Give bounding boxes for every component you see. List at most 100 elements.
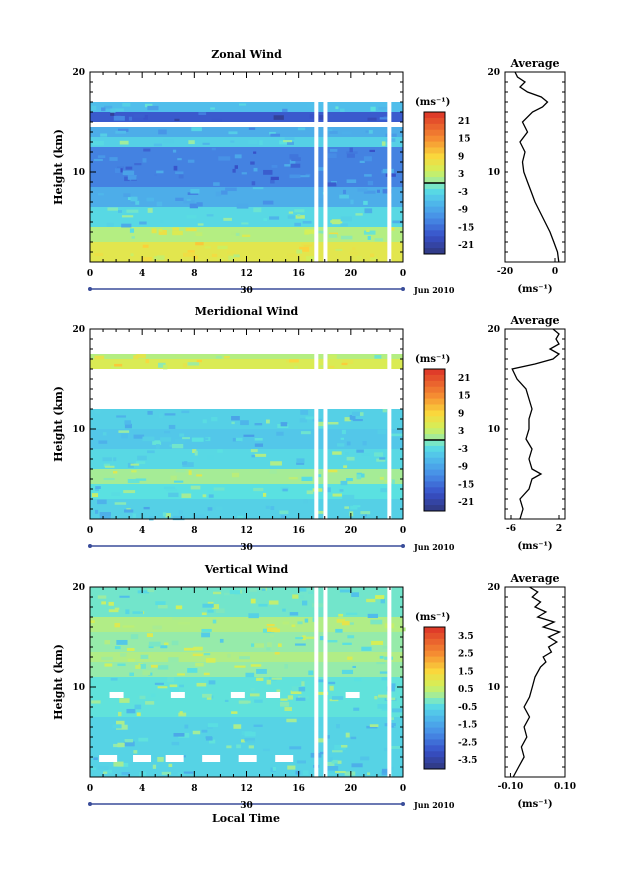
- x-tick-label: 16: [292, 269, 305, 279]
- date-month-label: Jun 2010: [413, 285, 455, 295]
- average-y-tick-label: 20: [487, 68, 500, 78]
- colorbar-tick-label: 0.5: [458, 685, 474, 695]
- colorbar-tick-label: -21: [458, 498, 474, 508]
- x-tick-label: 20: [345, 269, 358, 279]
- x-tick-label: 4: [139, 526, 145, 536]
- average-panel: Average 10 20 -20 0(ms⁻¹): [487, 57, 566, 295]
- heatmap-texture: [91, 354, 403, 521]
- colorbar-tick-label: -1.5: [458, 721, 477, 731]
- average-panel: Average 10 20 -6 2 (ms⁻¹): [487, 314, 566, 552]
- x-tick-label: 8: [191, 526, 197, 536]
- average-x-label: (ms⁻¹): [517, 541, 552, 552]
- average-profile-line: [511, 328, 561, 520]
- y-tick-label: 20: [72, 68, 85, 78]
- colorbar-tick-label: 9: [458, 152, 464, 162]
- data-gaps: [99, 587, 392, 777]
- colorbar-unit: (ms⁻¹): [415, 612, 450, 623]
- average-title: Average: [509, 572, 559, 585]
- x-tick-label: 4: [139, 269, 145, 279]
- heatmap-band-7: [90, 354, 403, 359]
- average-profile-line: [512, 586, 562, 778]
- x-tick-label: 0: [400, 269, 406, 279]
- average-x-tick-label: -0.10: [498, 782, 524, 792]
- x-tick-label: 16: [292, 784, 305, 794]
- heatmap-texture: [90, 587, 406, 777]
- heatmap-band-8: [90, 102, 403, 112]
- colorbar-tick-label: 15: [458, 135, 471, 145]
- date-day-label: 30: [240, 543, 253, 553]
- average-y-tick-label: 10: [487, 683, 500, 693]
- colorbar-tick-label: 21: [458, 117, 471, 127]
- colorbar-tick-label: 9: [458, 409, 464, 419]
- panel-1: Meridional Wind 10 20 0 4 8 12 16 20 0 Height (km)…: [52, 305, 566, 553]
- date-day-label: 30: [240, 286, 253, 296]
- colorbar-unit: (ms⁻¹): [415, 354, 450, 365]
- colorbar-tick-label: 15: [458, 392, 471, 402]
- average-x-label: (ms⁻¹): [517, 799, 552, 810]
- panel-title: Vertical Wind: [204, 563, 289, 576]
- heatmap-band-6: [90, 359, 403, 369]
- average-x-label: (ms⁻¹): [517, 284, 552, 295]
- colorbar: 21 15 9 3 -3 -9 -15 -21: [423, 111, 474, 255]
- x-tick-label: 4: [139, 784, 145, 794]
- colorbar-tick-label: 21: [458, 374, 471, 384]
- y-axis-label: Height (km): [52, 386, 65, 462]
- heatmap: [90, 102, 403, 262]
- colorbar-tick-label: 2.5: [458, 650, 474, 660]
- panel-title: Meridional Wind: [195, 305, 299, 318]
- colorbar-tick-label: 3: [458, 170, 464, 180]
- data-gaps: [314, 329, 392, 519]
- colorbar-tick-label: -9: [458, 463, 468, 473]
- average-x-tick-label: -6: [506, 524, 516, 534]
- colorbar-tick-label: -0.5: [458, 703, 477, 713]
- x-tick-label: 12: [240, 784, 253, 794]
- colorbar: 21 15 9 3 -3 -9 -15 -21: [423, 368, 474, 512]
- colorbar-tick-label: -2.5: [458, 738, 477, 748]
- x-tick-label: 20: [345, 526, 358, 536]
- date-month-label: Jun 2010: [413, 542, 455, 552]
- colorbar-tick-label: 1.5: [458, 667, 474, 677]
- average-title: Average: [509, 57, 559, 70]
- y-tick-label: 10: [72, 168, 85, 178]
- colorbar-tick-label: -3.5: [458, 756, 477, 766]
- heatmap-band-5: [90, 137, 403, 147]
- x-tick-label: 8: [191, 784, 197, 794]
- heatmap-band-4: [90, 429, 403, 449]
- x-tick-label: 16: [292, 526, 305, 536]
- x-tick-label: 0: [87, 269, 93, 279]
- x-tick-label: 8: [191, 269, 197, 279]
- average-x-tick-label: -20: [497, 267, 513, 277]
- y-tick-label: 10: [72, 683, 85, 693]
- y-axis-label: Height (km): [52, 644, 65, 720]
- heatmap-band-1: [90, 484, 403, 499]
- heatmap-band-7: [90, 112, 403, 122]
- average-panel: Average 10 20 -0.10 0.10(ms⁻¹): [487, 572, 575, 810]
- average-y-tick-label: 20: [487, 325, 500, 335]
- colorbar-tick-label: -3: [458, 445, 468, 455]
- colorbar: 3.5 2.5 1.5 0.5 -0.5 -1.5 -2.5 -3.5: [423, 626, 477, 770]
- x-tick-label: 0: [400, 526, 406, 536]
- average-y-tick-label: 10: [487, 168, 500, 178]
- heatmap-band-6: [90, 127, 403, 137]
- x-tick-label: 12: [240, 269, 253, 279]
- date-month-label: Jun 2010: [413, 800, 455, 810]
- average-x-tick-label: 0.10: [554, 782, 576, 792]
- x-tick-label: 20: [345, 784, 358, 794]
- x-tick-label: 0: [87, 784, 93, 794]
- colorbar-tick-label: -21: [458, 241, 474, 251]
- colorbar-tick-label: -3: [458, 188, 468, 198]
- average-y-tick-label: 20: [487, 583, 500, 593]
- x-tick-label: 0: [87, 526, 93, 536]
- x-tick-label: 0: [400, 784, 406, 794]
- bottom-x-label: Local Time: [212, 812, 280, 825]
- data-gaps: [314, 72, 392, 262]
- colorbar-tick-label: 3: [458, 427, 464, 437]
- average-profile-line: [514, 71, 560, 263]
- average-x-tick-label: 0: [552, 267, 558, 277]
- y-tick-label: 10: [72, 425, 85, 435]
- colorbar-tick-label: -15: [458, 223, 474, 233]
- heatmap: [90, 587, 403, 777]
- average-y-tick-label: 10: [487, 425, 500, 435]
